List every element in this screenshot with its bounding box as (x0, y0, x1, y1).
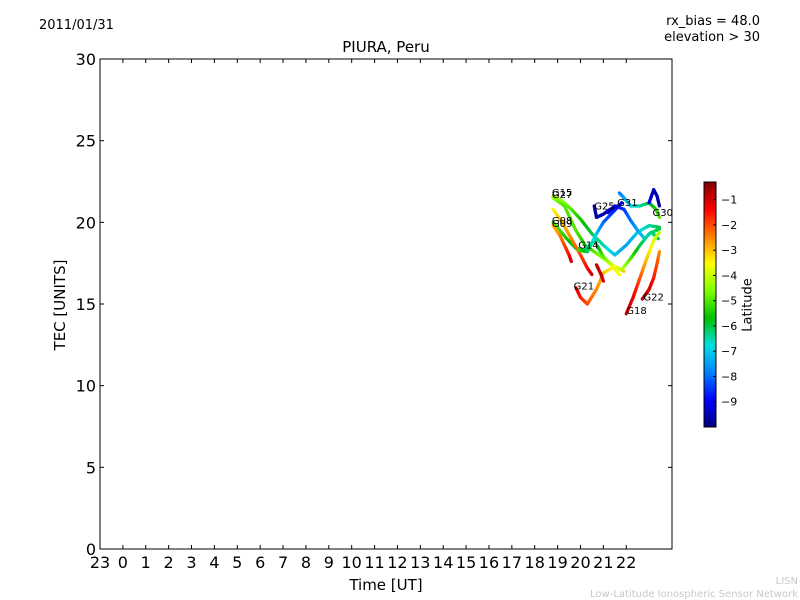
y-tick-label: 10 (76, 377, 96, 396)
series-g29 (592, 204, 619, 220)
colorbar-tick-label: −4 (721, 269, 737, 282)
x-tick-label: 14 (433, 553, 453, 572)
colorbar-tick-label: −9 (721, 396, 737, 409)
y-tick-label: 0 (86, 540, 96, 559)
x-tick-label: 9 (324, 553, 334, 572)
sat-label-g21: G21 (574, 281, 594, 292)
y-tick-label: 25 (76, 132, 96, 151)
y-tick-label: 5 (86, 458, 96, 477)
x-tick-label: 19 (547, 553, 567, 572)
data-point (656, 227, 662, 232)
x-tick-label: 11 (364, 553, 384, 572)
sat-label-g18: G18 (626, 306, 646, 317)
x-tick-label: 6 (255, 553, 265, 572)
x-tick-label: 12 (387, 553, 407, 572)
sat-label-g08: G08 (552, 216, 572, 227)
series-g18 (624, 230, 662, 316)
x-tick-label: 4 (209, 553, 219, 572)
x-axis-label: Time [UT] (349, 576, 423, 594)
sat-label-g30: G30 (653, 208, 673, 219)
x-tick-label: 3 (186, 553, 196, 572)
rx-bias-label: rx_bias = 48.0 (666, 14, 760, 29)
colorbar-tick-label: −5 (721, 295, 737, 308)
sat-label-g27: G27 (552, 190, 572, 201)
x-tick-label: 13 (410, 553, 430, 572)
sat-label-g15: G15 (552, 188, 572, 199)
data-point (616, 271, 621, 277)
series-g22 (640, 250, 662, 301)
x-tick-label: 15 (456, 553, 476, 572)
sat-label-g25: G25 (594, 201, 614, 212)
data-point (614, 204, 619, 209)
x-tick-label: 20 (570, 553, 590, 572)
data-point (621, 269, 626, 273)
data-point (656, 230, 662, 236)
colorbar-tick-label: −3 (721, 244, 737, 257)
x-tick-label: 10 (342, 553, 362, 572)
x-tick-label: 2 (164, 553, 174, 572)
y-tick-label: 15 (76, 295, 96, 314)
data-point (618, 201, 624, 206)
series-g30 (647, 188, 662, 208)
series-g15 (551, 194, 662, 257)
sat-label-g31: G31 (617, 198, 637, 209)
colorbar-tick-label: −2 (721, 219, 737, 232)
credit-short: LISN (775, 576, 798, 587)
colorbar (703, 181, 717, 428)
colorbar-tick-label: −1 (721, 194, 737, 207)
x-tick-label: 21 (593, 553, 613, 572)
x-tick-label: 16 (479, 553, 499, 572)
credit-long: Low-Latitude Ionospheric Sensor Network (590, 589, 798, 600)
x-tick-label: 17 (502, 553, 522, 572)
y-tick-label: 20 (76, 213, 96, 232)
elevation-label: elevation > 30 (664, 30, 760, 45)
series-unlabeled-13 (594, 263, 605, 283)
data-point (657, 214, 662, 220)
sat-label-g09: G09 (552, 219, 572, 230)
x-tick-label: 18 (525, 553, 545, 572)
colorbar-tick-label: −6 (721, 320, 737, 333)
data-point (589, 271, 594, 277)
colorbar-tick-label: −7 (721, 345, 737, 358)
x-tick-label: 0 (118, 553, 128, 572)
x-tick-label: 22 (616, 553, 636, 572)
x-tick-label: 1 (141, 553, 151, 572)
sat-label-g22: G22 (643, 293, 663, 304)
sat-label-g14: G14 (578, 240, 598, 251)
x-tick-label: 8 (301, 553, 311, 572)
x-tick-label: 23 (90, 553, 110, 572)
series-g09 (551, 224, 573, 264)
y-tick-label: 30 (76, 50, 96, 69)
colorbar-tick-label: −8 (721, 370, 737, 383)
chart-title: PIURA, Peru (342, 38, 430, 56)
x-tick-label: 5 (232, 553, 242, 572)
date-label: 2011/01/31 (39, 18, 114, 33)
x-tick-label: 7 (278, 553, 288, 572)
